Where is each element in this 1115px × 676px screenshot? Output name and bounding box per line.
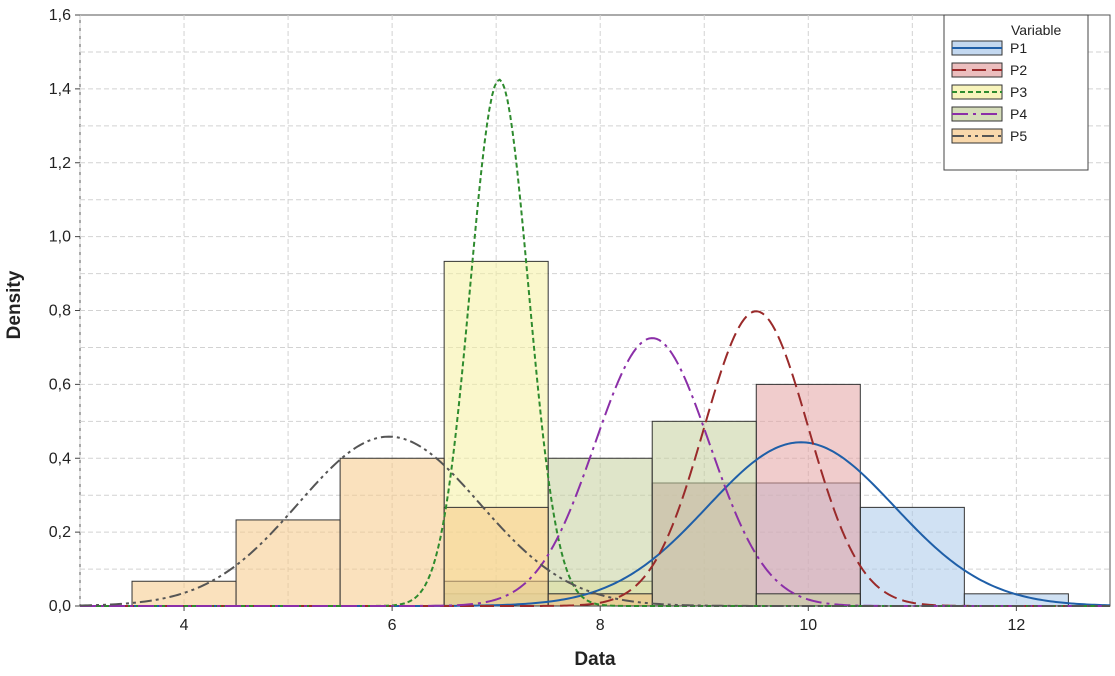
y-tick-label: 0,2	[49, 524, 71, 541]
bar-p4	[651, 420, 757, 607]
bar-p1	[859, 506, 965, 607]
y-tick-label: 1,4	[49, 81, 71, 98]
bar-p2	[755, 383, 861, 607]
legend-label-p3: P3	[1010, 84, 1027, 100]
density-curves	[79, 78, 1111, 607]
y-tick-label: 1,6	[49, 7, 71, 24]
y-tick-label: 0,8	[49, 303, 71, 320]
bar-p5	[339, 457, 445, 607]
bar-p5	[443, 506, 549, 607]
x-tick-label: 8	[596, 617, 605, 634]
y-tick-label: 0,6	[49, 376, 71, 393]
y-tick-label: 0,0	[49, 598, 71, 615]
y-tick-label: 1,2	[49, 155, 71, 172]
legend-label-p2: P2	[1010, 62, 1027, 78]
axes: 4 6 8 10 12 0,0 0,2 0,4 0,6 0,8 1,0 1,2 1,4 1,6	[49, 7, 1026, 634]
x-tick-label: 10	[799, 617, 817, 634]
curve-p5	[79, 435, 1110, 607]
legend-label-p5: P5	[1010, 128, 1027, 144]
x-tick-label: 12	[1007, 617, 1025, 634]
y-tick-label: 0,4	[49, 450, 71, 467]
x-tick-label: 4	[180, 617, 189, 634]
legend-title: Variable	[1011, 22, 1062, 38]
legend-label-p4: P4	[1010, 106, 1027, 122]
x-tick-label: 6	[388, 617, 397, 634]
bar-p5	[235, 519, 341, 607]
bar-p1	[963, 593, 1069, 607]
x-axis-title: Data	[574, 649, 616, 670]
y-tick-label: 1,0	[49, 229, 71, 246]
bar-p5	[131, 580, 237, 607]
y-axis-title: Density	[4, 270, 25, 339]
legend: Variable P1 P2 P3 P4 P5	[943, 14, 1089, 171]
legend-label-p1: P1	[1010, 40, 1027, 56]
